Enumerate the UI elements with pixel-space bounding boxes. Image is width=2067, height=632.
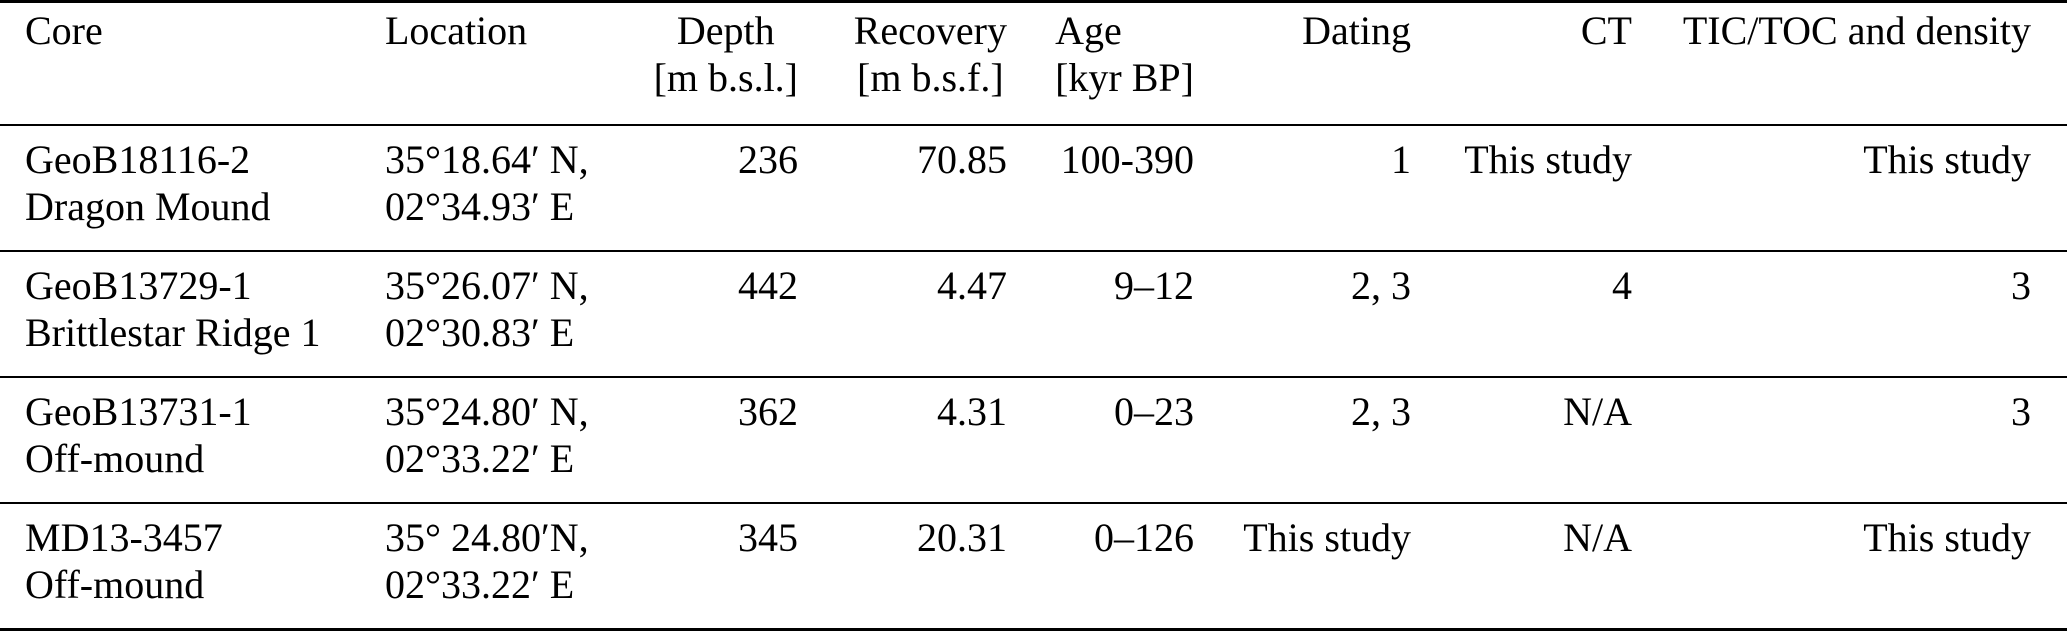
cell-dating: This study — [1243, 515, 1411, 560]
cell-age: 100-390 — [1060, 137, 1194, 182]
longitude: 02°34.93′ E — [385, 184, 575, 229]
cell-location: 35°24.80′ N, 02°33.22′ E — [360, 377, 640, 503]
core-site: Brittlestar Ridge 1 — [25, 310, 321, 355]
cell-depth: 345 — [738, 515, 798, 560]
column-label: CT — [1580, 8, 1632, 53]
column-label: TIC/TOC and density — [1682, 8, 2031, 53]
column-header-recovery: Recovery [m b.s.f.] — [806, 1, 1015, 126]
column-label: Depth — [676, 8, 775, 53]
cell-core: GeoB13731-1 Off-mound — [0, 377, 360, 503]
cell-dating: 1 — [1391, 137, 1411, 182]
cell-tic-toc-density: This study — [1863, 137, 2031, 182]
column-label: Recovery — [853, 8, 1007, 53]
table-row: GeoB18116-2 Dragon Mound 35°18.64′ N, 02… — [0, 125, 2067, 251]
core-site: Off-mound — [25, 562, 205, 607]
cell-ct: This study — [1464, 137, 1632, 182]
cell-dating: 2, 3 — [1351, 263, 1411, 308]
longitude: 02°30.83′ E — [385, 310, 575, 355]
cell-ct: N/A — [1563, 515, 1632, 560]
cell-depth: 236 — [738, 137, 798, 182]
latitude: 35°26.07′ N, — [385, 263, 589, 308]
cell-dating: 2, 3 — [1351, 389, 1411, 434]
column-header-dating: Dating — [1202, 1, 1419, 126]
table-row: MD13-3457 Off-mound 35° 24.80′N, 02°33.2… — [0, 503, 2067, 630]
cell-core: MD13-3457 Off-mound — [0, 503, 360, 630]
core-id: GeoB13731-1 — [25, 389, 252, 434]
core-id: GeoB13729-1 — [25, 263, 252, 308]
cell-recovery: 20.31 — [917, 515, 1007, 560]
cell-tic-toc-density: 3 — [2011, 389, 2031, 434]
core-site: Off-mound — [25, 436, 205, 481]
column-label: Core — [25, 8, 103, 53]
header-row: Core Location Depth [m b.s.l.] Recovery … — [0, 1, 2067, 126]
cell-core: GeoB18116-2 Dragon Mound — [0, 125, 360, 251]
column-label: Dating — [1302, 8, 1411, 53]
column-label-with-unit: Recovery [m b.s.f.] — [854, 7, 1007, 101]
cell-ct: N/A — [1563, 389, 1632, 434]
cell-location: 35°26.07′ N, 02°30.83′ E — [360, 251, 640, 377]
latitude: 35° 24.80′N, — [385, 515, 589, 560]
table-row: GeoB13731-1 Off-mound 35°24.80′ N, 02°33… — [0, 377, 2067, 503]
cell-age: 9–12 — [1114, 263, 1194, 308]
column-unit: [kyr BP] — [1055, 55, 1194, 100]
column-label: Age — [1055, 8, 1122, 53]
column-header-location: Location — [360, 1, 640, 126]
core-id: MD13-3457 — [25, 515, 223, 560]
latitude: 35°24.80′ N, — [385, 389, 589, 434]
table-body: GeoB18116-2 Dragon Mound 35°18.64′ N, 02… — [0, 125, 2067, 630]
longitude: 02°33.22′ E — [385, 436, 575, 481]
column-header-core: Core — [0, 1, 360, 126]
column-label-with-unit: Depth [m b.s.l.] — [654, 7, 798, 101]
cell-location: 35°18.64′ N, 02°34.93′ E — [360, 125, 640, 251]
column-header-age: Age [kyr BP] — [1015, 1, 1202, 126]
column-header-ct: CT — [1419, 1, 1640, 126]
cell-ct: 4 — [1612, 263, 1632, 308]
latitude: 35°18.64′ N, — [385, 137, 589, 182]
cell-age: 0–23 — [1114, 389, 1194, 434]
column-unit: [m b.s.f.] — [857, 55, 1004, 100]
cell-recovery: 4.31 — [937, 389, 1007, 434]
cell-tic-toc-density: 3 — [2011, 263, 2031, 308]
cell-recovery: 70.85 — [917, 137, 1007, 182]
cell-core: GeoB13729-1 Brittlestar Ridge 1 — [0, 251, 360, 377]
cell-age: 0–126 — [1094, 515, 1194, 560]
cell-location: 35° 24.80′N, 02°33.22′ E — [360, 503, 640, 630]
table-row: GeoB13729-1 Brittlestar Ridge 1 35°26.07… — [0, 251, 2067, 377]
core-id: GeoB18116-2 — [25, 137, 251, 182]
column-label-with-unit: Age [kyr BP] — [1055, 7, 1194, 101]
cell-recovery: 4.47 — [937, 263, 1007, 308]
column-header-tic-toc-density: TIC/TOC and density — [1640, 1, 2067, 126]
column-header-depth: Depth [m b.s.l.] — [640, 1, 806, 126]
cell-tic-toc-density: This study — [1863, 515, 2031, 560]
column-unit: [m b.s.l.] — [653, 55, 798, 100]
cell-depth: 442 — [738, 263, 798, 308]
core-site: Dragon Mound — [25, 184, 271, 229]
cell-depth: 362 — [738, 389, 798, 434]
column-label: Location — [385, 8, 528, 53]
table-header: Core Location Depth [m b.s.l.] Recovery … — [0, 1, 2067, 126]
longitude: 02°33.22′ E — [385, 562, 575, 607]
